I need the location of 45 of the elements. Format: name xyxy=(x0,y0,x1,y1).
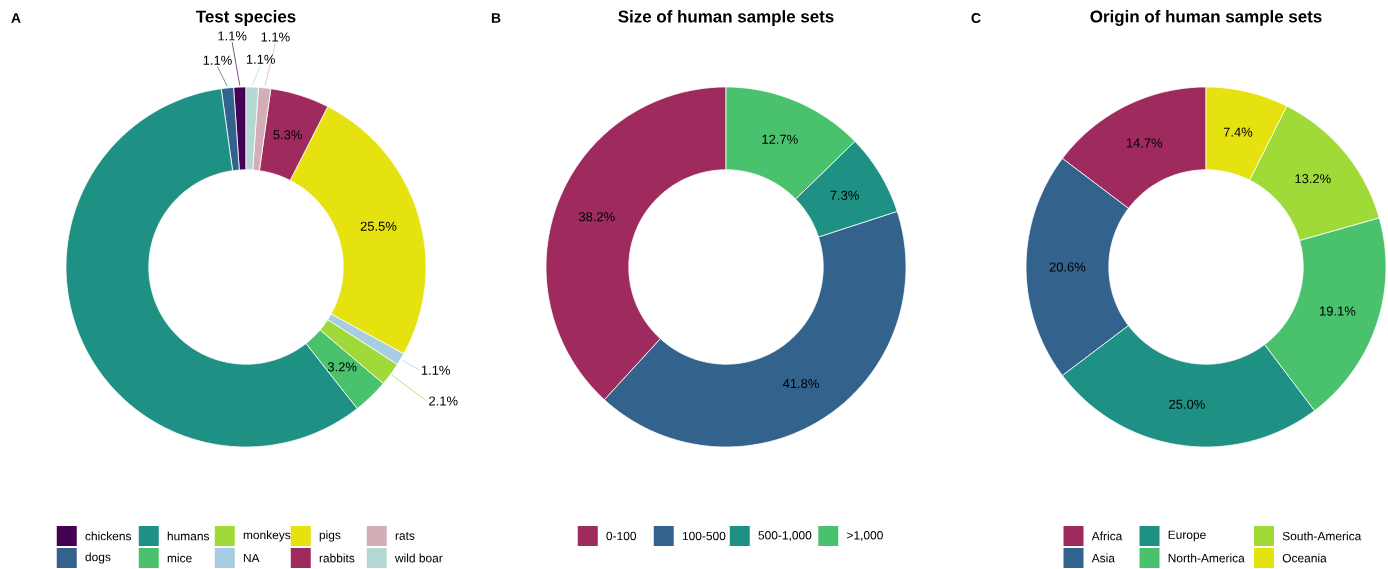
legend-label: North-America xyxy=(1168,553,1245,563)
chart-title: Origin of human sample sets xyxy=(1090,10,1322,26)
data-label: 3.2% xyxy=(327,362,357,372)
data-label: 20.6% xyxy=(1049,262,1086,272)
legend-label: NA xyxy=(243,553,260,563)
data-label: 1.1% xyxy=(421,365,450,375)
legend-label: humans xyxy=(167,531,210,541)
legend-label: South-America xyxy=(1282,531,1362,541)
legend-label: mice xyxy=(167,553,192,563)
legend-label: dogs xyxy=(85,552,111,564)
data-label: 25.0% xyxy=(1169,399,1205,409)
data-label: 38.2% xyxy=(578,212,615,222)
data-label: 1.1% xyxy=(261,32,290,42)
data-label: 7.3% xyxy=(830,190,859,200)
data-label: 12.7% xyxy=(762,134,798,144)
data-label: 1.1% xyxy=(246,54,275,64)
data-label: 5.3% xyxy=(273,130,302,140)
legend-label: Africa xyxy=(1091,531,1123,541)
legend-label: pigs xyxy=(319,530,341,542)
legend-label: rabbits xyxy=(319,553,355,563)
legend-label: 100-500 xyxy=(682,531,726,541)
data-label: 7.4% xyxy=(1223,127,1253,137)
data-label: 14.7% xyxy=(1126,138,1163,148)
data-label: 41.8% xyxy=(782,378,819,389)
legend-label: Asia xyxy=(1091,553,1115,563)
legend-label: rats xyxy=(395,532,415,540)
text: C xyxy=(971,13,981,23)
data-label: 19.1% xyxy=(1320,306,1356,316)
legend-label: Europe xyxy=(1168,530,1206,542)
legend-label: chickens xyxy=(85,531,132,541)
legend-label: wild boar xyxy=(394,553,443,563)
legend-label: Oceania xyxy=(1282,553,1327,563)
data-label: 13.2% xyxy=(1295,174,1331,184)
data-label: 2.1% xyxy=(429,396,458,406)
legend-label: monkeys xyxy=(243,530,291,542)
data-label: 25.5% xyxy=(360,221,397,231)
legend-label: 500-1,000 xyxy=(758,531,812,541)
data-label: 1.1% xyxy=(203,55,232,65)
data-label: 1.1% xyxy=(218,31,247,41)
chart-title: Size of human sample sets xyxy=(618,10,834,26)
legend-label: 0-100 xyxy=(606,531,637,541)
text: A xyxy=(11,13,21,23)
text: B xyxy=(491,13,501,23)
chart-title: Test species xyxy=(195,10,296,26)
legend-label: >1,000 xyxy=(847,531,883,541)
